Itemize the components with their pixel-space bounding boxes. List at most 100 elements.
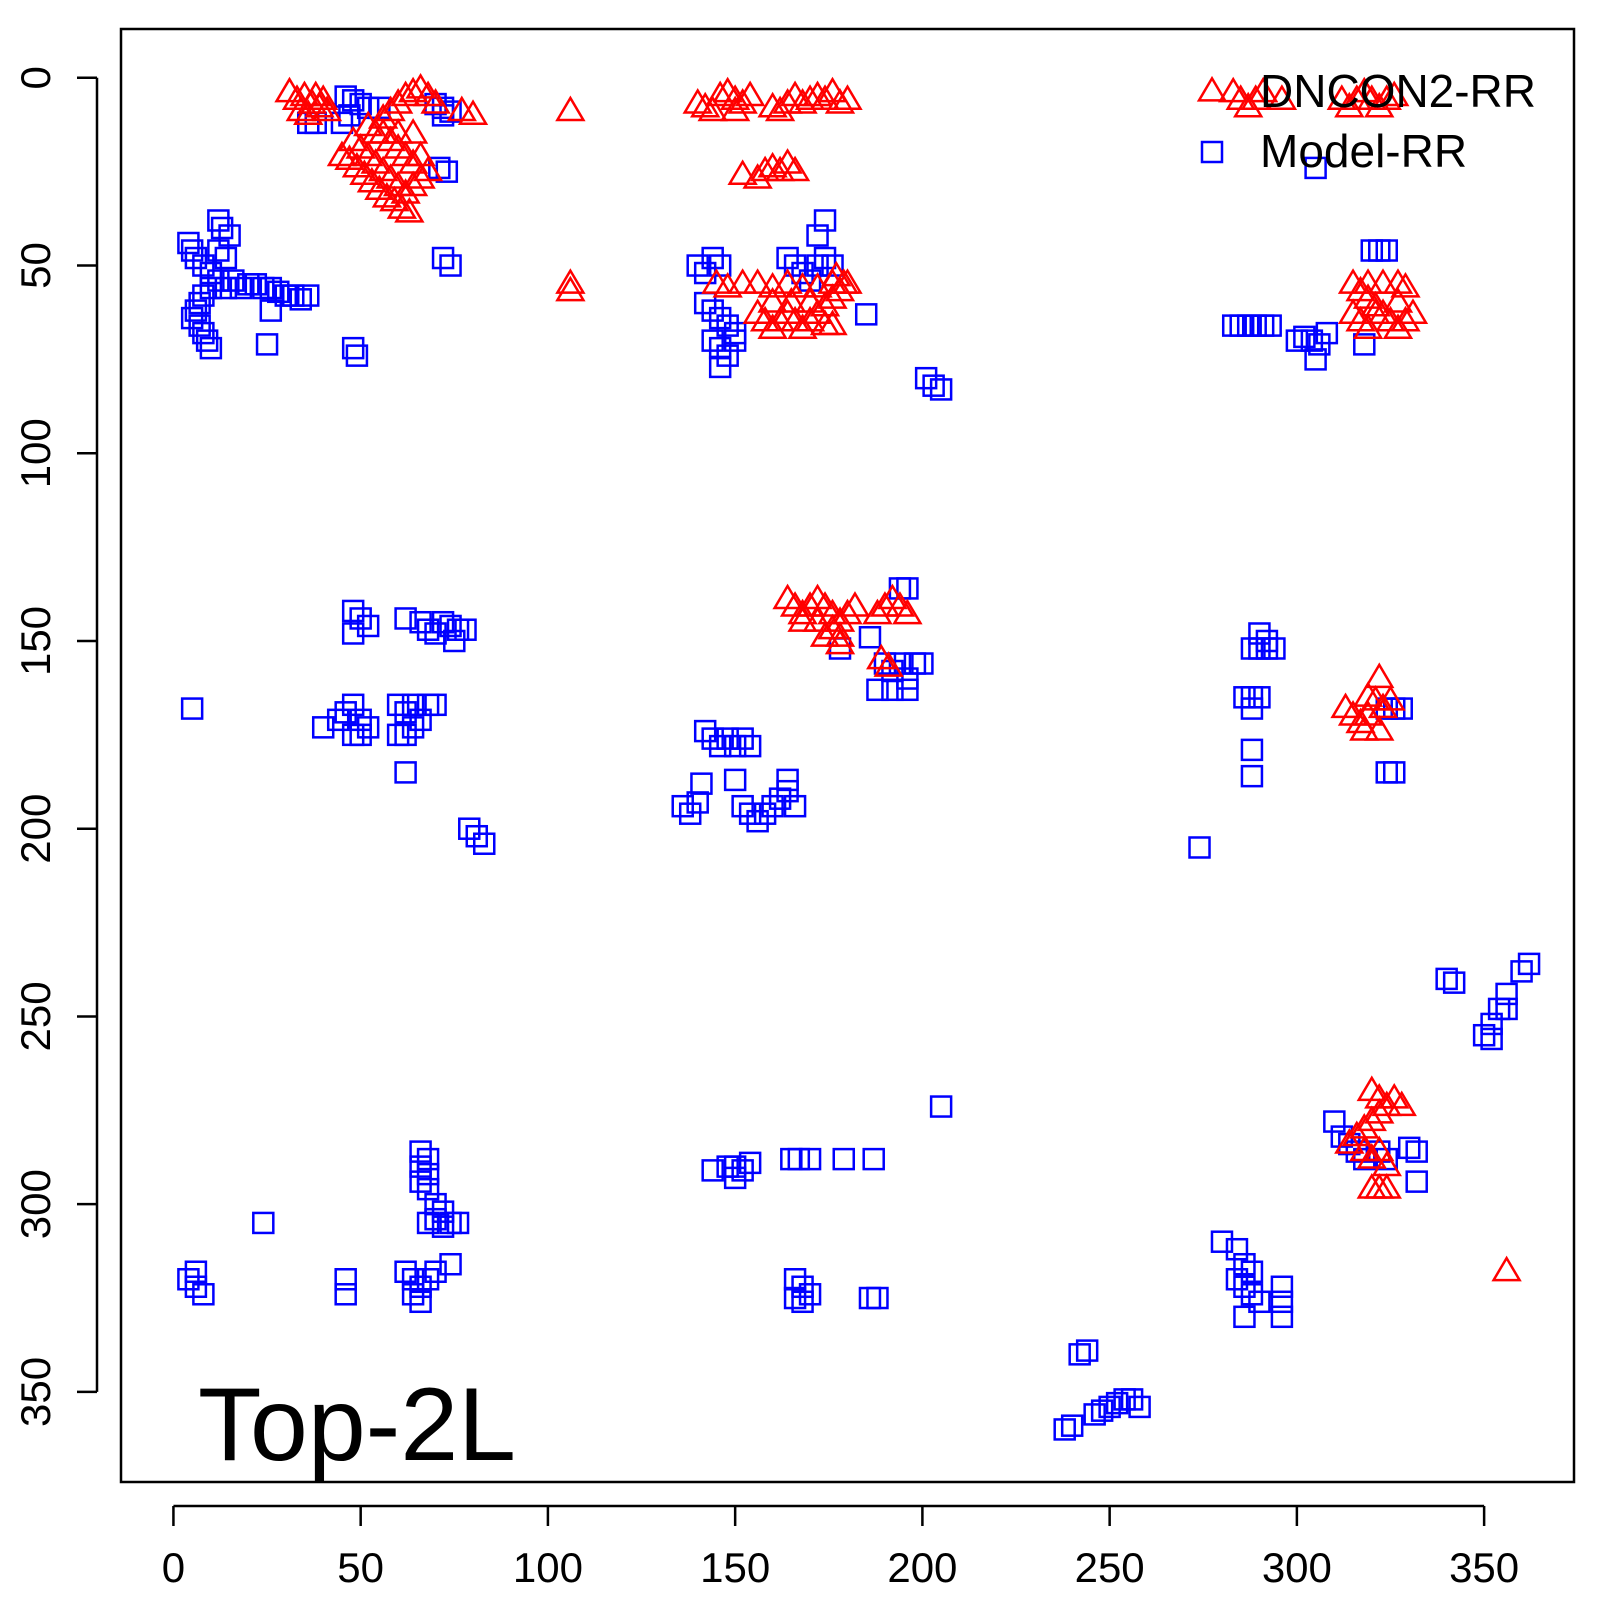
model-rr-point [896,667,919,690]
model-rr-point [401,1283,425,1306]
model-rr-point [911,652,934,675]
points-layer [177,72,1541,1441]
model-rr-point [458,817,481,840]
model-rr-point [1270,1305,1294,1329]
model-rr-point [409,610,432,634]
dncon2-rr-point [832,598,863,625]
model-rr-point [356,716,380,739]
dncon2-rr-point [1364,1082,1395,1109]
dncon2-rr-point [1356,1173,1387,1199]
dncon2-rr-point [1491,1255,1522,1282]
model-rr-point [394,1260,417,1283]
dncon2-rr-point [1367,268,1399,294]
model-rr-point [289,288,313,311]
dncon2-rr-point [772,87,803,114]
model-rr-point [184,1260,208,1283]
dncon2-rr-point [1371,1090,1402,1117]
model-rr-point [791,261,814,285]
dncon2-rr-point [285,95,316,122]
model-rr-point [409,1155,432,1178]
dncon2-rr-point [1364,662,1395,689]
dncon2-rr-point [828,268,859,294]
model-rr-point [199,261,223,285]
model-rr-point [929,378,953,401]
legend-square-icon [1200,140,1224,164]
model-rr-point [1397,1136,1421,1160]
model-rr-point [761,794,784,818]
model-rr-point [1225,1237,1249,1261]
model-rr-point [394,761,417,784]
model-rr-point [821,254,844,277]
model-rr-point [180,697,204,720]
model-rr-point [1248,622,1271,645]
dncon2-rr-point [405,140,436,167]
dncon2-rr-point [281,84,313,110]
model-rr-point [708,306,732,330]
x-tick-label: 200 [887,1544,957,1591]
model-rr-point [716,314,739,337]
model-rr-point [701,299,724,322]
model-rr-point [386,693,410,717]
model-rr-point [1098,1395,1121,1419]
model-rr-point [1128,1395,1151,1419]
model-rr-point [1270,1290,1294,1314]
model-rr-point [798,1283,822,1306]
legend-triangle-icon [1196,75,1228,102]
model-rr-point [914,366,938,390]
model-rr-point [783,1286,807,1310]
model-rr-point [409,708,432,732]
model-rr-point [424,622,447,645]
dncon2-rr-point [1334,91,1365,118]
model-rr-point [1233,1252,1256,1276]
axes-layer: 0 50 100 150 200 250 300 350 0 50 100 150 200 250 300 3… [12,66,1519,1591]
model-rr-point [473,832,496,855]
x-tick-label: 50 [337,1544,384,1591]
legend-marker-square [1200,140,1224,164]
dncon2-rr-point [802,606,833,632]
model-rr-point [465,824,489,848]
dncon2-rr-point [817,309,848,336]
dncon2-rr-point [386,193,418,219]
model-rr-point [806,224,829,247]
model-rr-point [753,802,777,825]
x-tick-label: 300 [1262,1544,1332,1591]
model-rr-point [1075,1339,1099,1362]
legend-label-dncon2-rr: DNCON2-RR [1260,65,1536,117]
dncon2-rr-point [824,87,856,114]
model-rr-point [1240,738,1264,762]
dncon2-rr-point [397,118,429,144]
model-rr-point [1270,1275,1294,1299]
dncon2-rr-point [787,271,818,298]
model-rr-point [296,284,320,307]
model-rr-point [854,303,878,326]
legend-marker-triangle [1196,75,1228,102]
model-rr-point [1263,637,1286,660]
model-rr-point [424,693,447,717]
model-rr-point [1472,1023,1496,1047]
model-rr-point [199,336,223,360]
legend-item-model-rr: Model-RR [1200,125,1467,177]
model-rr-point [693,719,717,743]
dncon2-rr-point [1382,286,1414,313]
dncon2-rr-point [869,591,901,617]
dncon2-rr-point [1266,84,1298,110]
model-rr-point [1480,1027,1503,1051]
model-rr-point [439,1252,462,1276]
model-rr-point [1225,1268,1249,1291]
model-rr-point [431,1215,455,1238]
model-rr-point [341,693,365,717]
model-rr-point [723,329,747,352]
model-rr-point [1210,1230,1234,1253]
model-rr-point [1510,960,1533,983]
model-rr-point [723,1166,747,1190]
model-rr-point [1068,1343,1091,1366]
model-rr-point [738,1151,762,1175]
dncon2-rr-point [787,606,818,632]
model-rr-point [1060,1414,1084,1437]
model-rr-point [409,1170,432,1193]
model-rr-point [184,1275,208,1299]
model-rr-point [341,599,365,623]
model-rr-point [416,1268,440,1291]
model-rr-point [858,625,882,649]
x-tick-label: 100 [513,1544,583,1591]
